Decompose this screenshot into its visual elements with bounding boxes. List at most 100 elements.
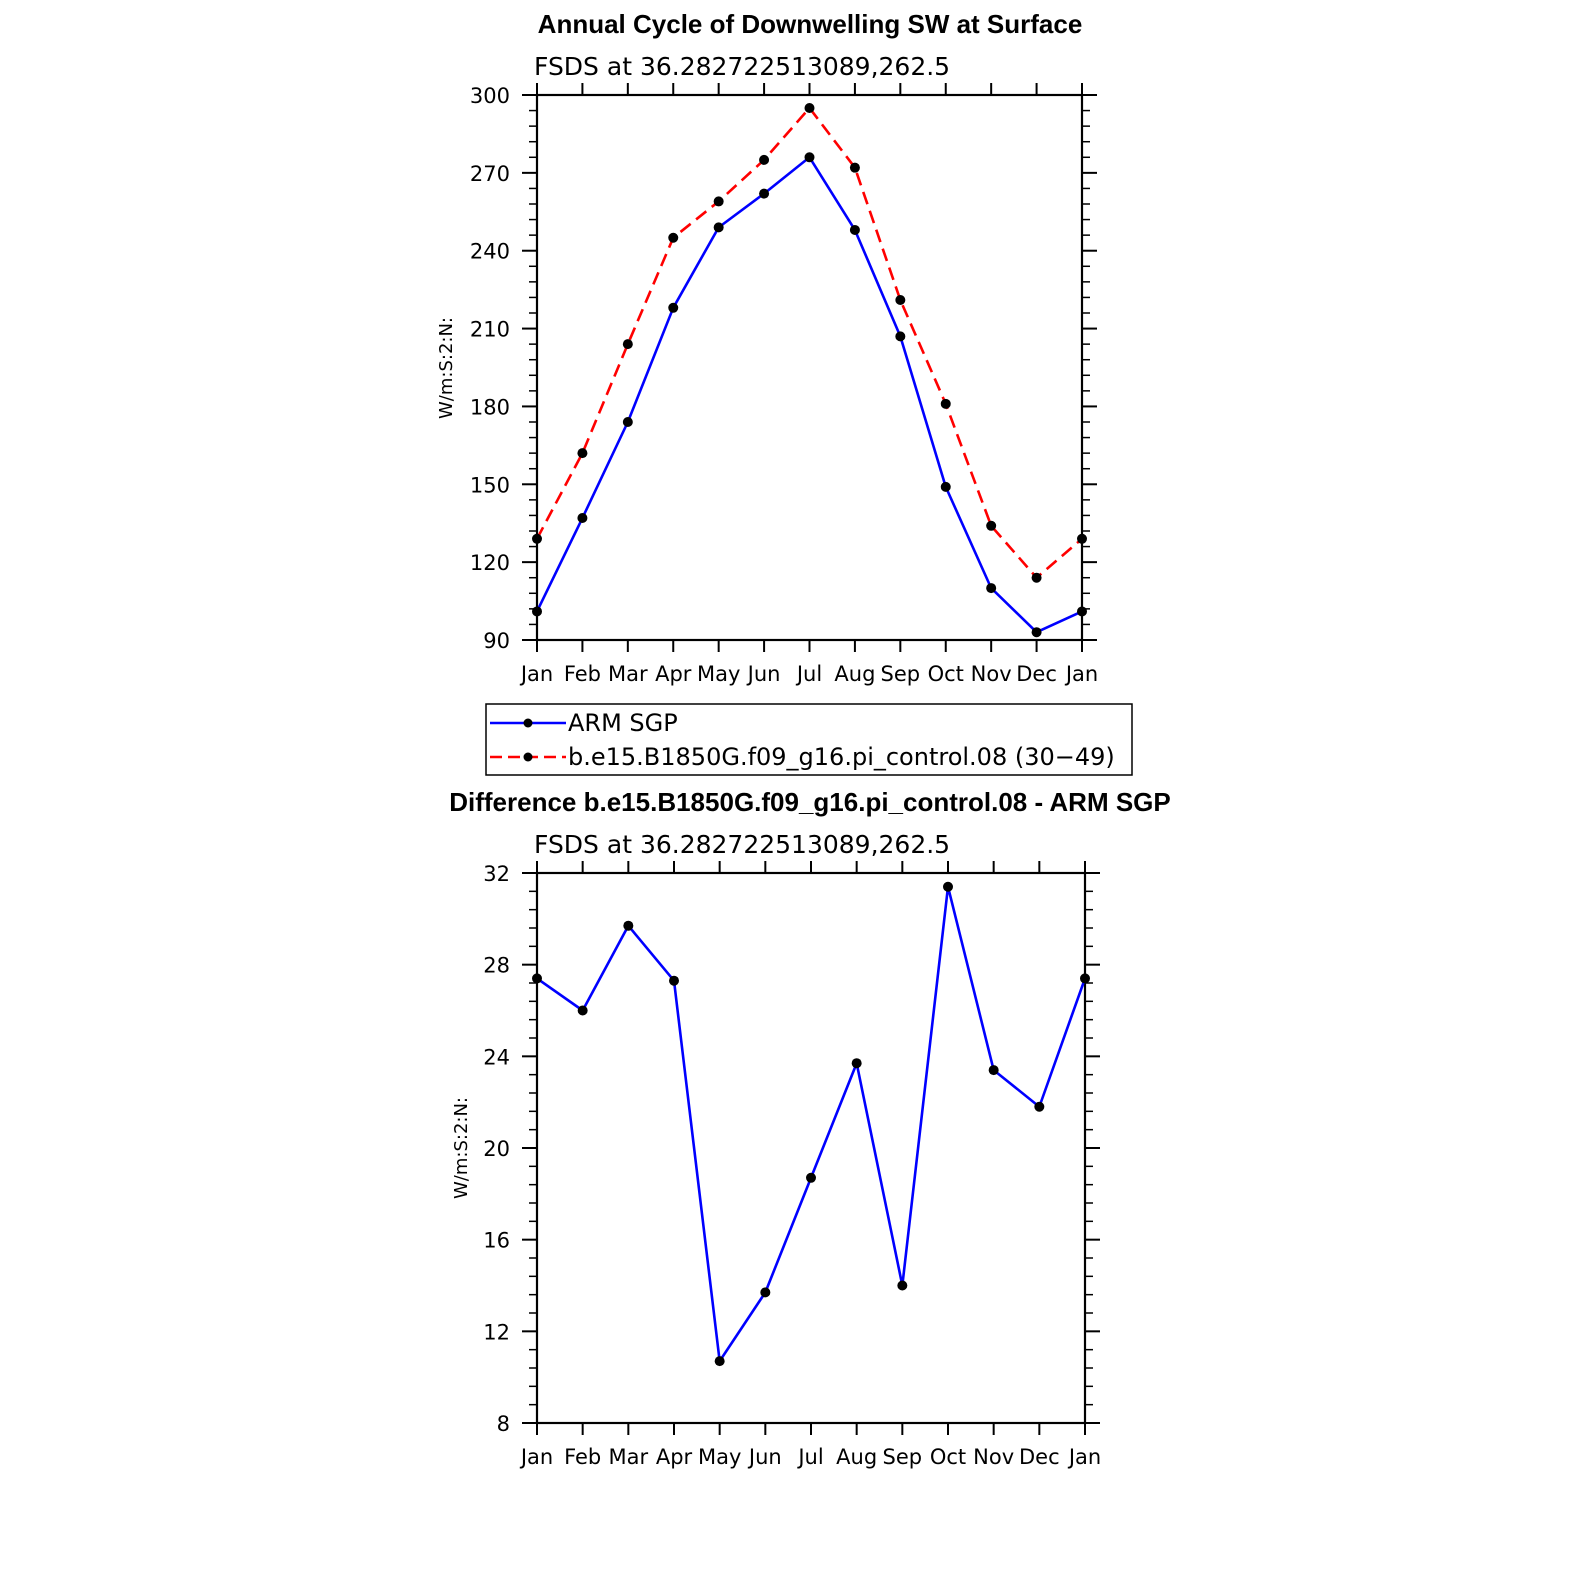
x-tick-label: Oct bbox=[930, 1445, 966, 1469]
legend-label-model: b.e15.B1850G.f09_g16.pi_control.08 (30−4… bbox=[568, 743, 1115, 771]
plot-area bbox=[535, 871, 1087, 1425]
chart-subtitle: FSDS at 36.282722513089,262.5 bbox=[534, 52, 950, 81]
data-point bbox=[940, 481, 951, 492]
y-tick-label: 150 bbox=[470, 473, 510, 497]
data-point bbox=[986, 583, 997, 594]
y-tick-label: 240 bbox=[470, 240, 510, 264]
x-tick-label: Oct bbox=[928, 662, 964, 686]
data-point bbox=[986, 520, 997, 531]
y-axis-label: W/m:S:2:N: bbox=[451, 1097, 472, 1199]
x-tick-label: Apr bbox=[655, 662, 692, 686]
y-tick-label: 180 bbox=[470, 395, 510, 419]
data-point bbox=[895, 331, 906, 342]
y-tick-label: 8 bbox=[497, 1412, 510, 1436]
y-tick-label: 16 bbox=[483, 1229, 510, 1253]
x-tick-label: Nov bbox=[973, 1445, 1014, 1469]
data-point bbox=[622, 339, 633, 350]
y-tick-label: 28 bbox=[483, 954, 510, 978]
x-tick-label: Nov bbox=[971, 662, 1012, 686]
x-tick-label: Dec bbox=[1019, 1445, 1060, 1469]
data-point bbox=[988, 1065, 999, 1076]
data-point bbox=[849, 162, 860, 173]
data-point bbox=[577, 448, 588, 459]
x-tick-label: Jan bbox=[1064, 662, 1098, 686]
series-line-0 bbox=[535, 155, 1083, 634]
data-point bbox=[532, 973, 542, 984]
chart-title: Annual Cycle of Downwelling SW at Surfac… bbox=[538, 9, 1083, 39]
data-point bbox=[1034, 1101, 1045, 1112]
x-tick-label: May bbox=[698, 1445, 741, 1469]
plot-frame bbox=[535, 871, 1087, 1425]
x-tick-label: Jun bbox=[746, 662, 781, 686]
data-point bbox=[668, 302, 679, 313]
data-point bbox=[940, 398, 951, 409]
data-point bbox=[714, 1356, 725, 1367]
data-point bbox=[943, 881, 953, 892]
y-tick-label: 32 bbox=[483, 862, 510, 886]
x-tick-label: Feb bbox=[564, 662, 601, 686]
data-point bbox=[1077, 533, 1087, 544]
legend-box bbox=[485, 703, 1133, 776]
x-tick-label: Jul bbox=[796, 1445, 823, 1469]
x-tick-label: Aug bbox=[834, 662, 875, 686]
y-axis-label: W/m:S:2:N: bbox=[436, 317, 457, 419]
data-point bbox=[1077, 606, 1087, 617]
data-point bbox=[851, 1058, 862, 1069]
y-tick-label: 120 bbox=[470, 551, 510, 575]
data-point bbox=[804, 152, 815, 163]
data-point bbox=[622, 417, 633, 427]
y-tick-label: 270 bbox=[470, 162, 510, 186]
data-point bbox=[1031, 627, 1042, 638]
data-point bbox=[577, 1005, 588, 1016]
data-point bbox=[759, 154, 770, 165]
data-point bbox=[1031, 572, 1042, 583]
x-tick-label: Aug bbox=[836, 1445, 877, 1469]
series-layer bbox=[532, 881, 1090, 1367]
y-tick-label: 300 bbox=[470, 84, 510, 108]
legend-marker-model bbox=[523, 752, 533, 762]
x-tick-label: Jan bbox=[1067, 1445, 1101, 1469]
data-point bbox=[532, 606, 542, 617]
x-tick-label: Dec bbox=[1016, 662, 1057, 686]
data-point bbox=[759, 188, 770, 199]
axis-ticks: Jan Feb Mar Apr May Jun Jul Aug Sep Oct Nov Dec Jan 9… bbox=[470, 83, 1098, 686]
x-tick-label: Mar bbox=[608, 662, 648, 686]
series-line-0 bbox=[536, 885, 1087, 1363]
data-point bbox=[669, 975, 679, 986]
data-point bbox=[804, 102, 815, 113]
x-tick-label: Mar bbox=[609, 1445, 649, 1469]
data-point bbox=[623, 920, 634, 931]
data-point bbox=[806, 1172, 816, 1183]
x-tick-label: Jan bbox=[519, 662, 553, 686]
x-tick-label: Jul bbox=[795, 662, 822, 686]
y-tick-label: 90 bbox=[483, 629, 510, 653]
x-tick-label: Apr bbox=[656, 1445, 693, 1469]
chart-subtitle: FSDS at 36.282722513089,262.5 bbox=[534, 830, 950, 859]
x-tick-label: May bbox=[697, 662, 740, 686]
axis-ticks: Jan Feb Mar Apr May Jun Jul Aug Sep Oct Nov Dec Jan 8… bbox=[483, 861, 1101, 1469]
x-tick-label: Feb bbox=[564, 1445, 601, 1469]
difference-panel: Difference b.e15.B1850G.f09_g16.pi_contr… bbox=[449, 787, 1171, 1469]
x-tick-label: Jan bbox=[519, 1445, 553, 1469]
data-point bbox=[1080, 973, 1090, 984]
data-point bbox=[577, 513, 588, 524]
annual-cycle-panel: Annual Cycle of Downwelling SW at Surfac… bbox=[436, 9, 1098, 686]
y-tick-label: 20 bbox=[483, 1137, 510, 1161]
x-tick-label: Sep bbox=[881, 662, 921, 686]
data-point bbox=[760, 1287, 771, 1298]
legend-label-arm-sgp: ARM SGP bbox=[568, 709, 678, 737]
legend-marker-arm-sgp bbox=[523, 718, 533, 728]
series-layer bbox=[532, 102, 1087, 638]
chart-title: Difference b.e15.B1850G.f09_g16.pi_contr… bbox=[449, 787, 1171, 817]
x-tick-label: Sep bbox=[883, 1445, 923, 1469]
data-point bbox=[713, 196, 724, 207]
data-point bbox=[532, 533, 542, 544]
y-tick-label: 24 bbox=[483, 1045, 510, 1069]
data-point bbox=[668, 232, 679, 243]
legend: ARM SGP b.e15.B1850G.f09_g16.pi_control.… bbox=[485, 703, 1133, 776]
series-line-1 bbox=[535, 106, 1083, 580]
data-point bbox=[713, 222, 724, 233]
data-point bbox=[895, 295, 906, 306]
x-tick-label: Jun bbox=[747, 1445, 782, 1469]
